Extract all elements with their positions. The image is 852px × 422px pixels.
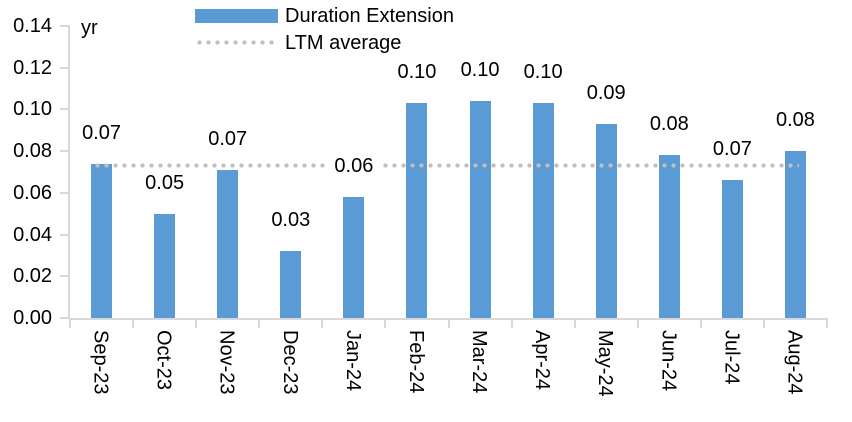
legend-item-ltm-average: LTM average: [195, 29, 454, 56]
bar-value-label-apr-24: 0.10: [517, 61, 570, 84]
x-axis-tick: [636, 318, 639, 328]
bar-jun-24: [658, 155, 680, 318]
y-tick-label: 0.00: [13, 307, 52, 329]
y-axis-tick: [60, 150, 70, 153]
bar-sep-23: [91, 163, 113, 318]
bar-nov-23: [217, 169, 239, 318]
x-axis-tick: [826, 318, 828, 328]
bar-mar-24: [469, 101, 491, 318]
y-axis-tick: [60, 108, 70, 111]
bar-feb-24: [406, 103, 428, 318]
bar-oct-23: [154, 213, 176, 318]
bar-value-label-jul-24: 0.07: [706, 138, 759, 161]
x-axis-label-aug-24: Aug-24: [783, 330, 806, 395]
y-tick-label: 0.12: [13, 56, 52, 79]
ltm-average-line: [92, 163, 800, 169]
x-axis-tick: [573, 318, 576, 328]
x-axis-tick: [699, 318, 702, 328]
legend-item-duration-extension: Duration Extension: [195, 2, 454, 29]
y-axis-tick: [60, 233, 70, 236]
y-axis-tick: [60, 25, 70, 27]
x-axis-tick: [195, 318, 198, 328]
dotted-line-swatch-icon: [195, 40, 278, 45]
y-tick-label: 0.14: [13, 15, 52, 37]
y-tick-label: 0.02: [13, 265, 52, 288]
x-axis-label-nov-23: Nov-23: [215, 330, 238, 395]
y-axis-tick: [60, 275, 70, 278]
x-axis-tick: [321, 318, 324, 328]
bar-value-label-jun-24: 0.08: [643, 113, 696, 136]
x-axis-tick: [510, 318, 513, 328]
x-axis-label-sep-23: Sep-23: [89, 330, 112, 395]
x-axis-label-apr-24: Apr-24: [531, 330, 554, 391]
y-axis-tick: [60, 66, 70, 69]
y-tick-label: 0.10: [13, 98, 52, 121]
y-axis-tick: [60, 191, 70, 194]
bar-jul-24: [721, 180, 743, 318]
x-axis-label-jan-24: Jan-24: [341, 330, 364, 392]
bar-swatch-icon: [195, 8, 278, 23]
bar-jan-24: [343, 197, 365, 318]
bar-value-label-dec-23: 0.03: [264, 209, 317, 232]
y-tick-label: 0.04: [13, 223, 52, 246]
bar-value-label-nov-23: 0.07: [201, 127, 254, 150]
y-tick-label: 0.08: [13, 140, 52, 163]
bar-value-label-mar-24: 0.10: [454, 59, 507, 82]
x-axis-label-may-24: May-24: [594, 330, 617, 397]
x-axis-label-mar-24: Mar-24: [468, 330, 491, 394]
bar-aug-24: [784, 151, 806, 318]
bar-value-label-may-24: 0.09: [580, 82, 633, 105]
legend: Duration Extension LTM average: [195, 2, 454, 56]
x-axis-label-feb-24: Feb-24: [404, 330, 427, 394]
x-axis-tick: [447, 318, 450, 328]
bar-dec-23: [280, 251, 302, 318]
bar-value-label-sep-23: 0.07: [75, 121, 128, 144]
bar-may-24: [595, 124, 617, 318]
y-axis-tick: [60, 317, 70, 319]
legend-label-duration-extension: Duration Extension: [285, 4, 454, 27]
y-axis-unit-label: yr: [81, 17, 98, 39]
bar-value-label-feb-24: 0.10: [390, 61, 443, 84]
x-axis-label-dec-23: Dec-23: [278, 330, 301, 395]
bar-value-label-aug-24: 0.08: [769, 109, 822, 132]
x-axis-label-jul-24: Jul-24: [720, 330, 743, 385]
x-axis-tick: [384, 318, 387, 328]
bar-value-label-oct-23: 0.05: [138, 171, 191, 194]
x-axis-label-oct-23: Oct-23: [152, 330, 175, 391]
x-axis-tick: [132, 318, 135, 328]
x-axis-tick: [762, 318, 765, 328]
legend-label-ltm-average: LTM average: [285, 31, 402, 54]
x-axis-tick: [69, 318, 71, 328]
x-axis-tick: [258, 318, 261, 328]
bar-apr-24: [532, 103, 554, 318]
y-tick-label: 0.06: [13, 181, 52, 204]
y-axis-line: [68, 26, 70, 318]
bar-value-label-jan-24: 0.06: [327, 155, 380, 178]
x-axis-label-jun-24: Jun-24: [657, 330, 680, 392]
